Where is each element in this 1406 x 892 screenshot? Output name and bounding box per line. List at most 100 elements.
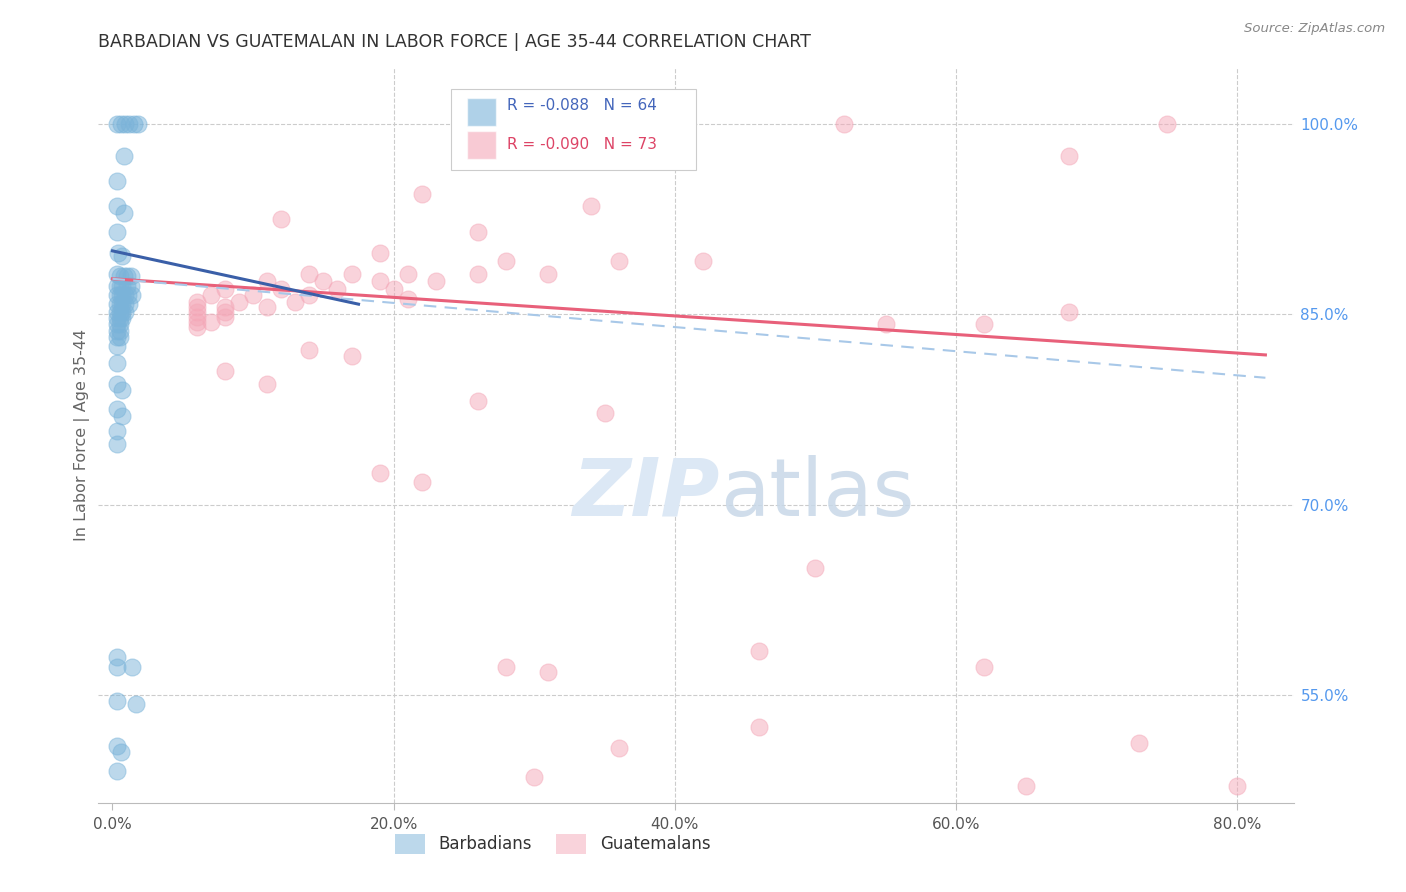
Point: [114, 288, 136, 302]
Point: [973, 318, 995, 332]
Point: [396, 292, 419, 306]
Y-axis label: In Labor Force | Age 35-44: In Labor Force | Age 35-44: [75, 329, 90, 541]
Point: [1128, 736, 1150, 750]
Point: [108, 330, 131, 344]
Point: [105, 764, 128, 778]
Point: [112, 149, 135, 163]
Text: R = -0.090   N = 73: R = -0.090 N = 73: [508, 136, 657, 152]
Text: BARBADIAN VS GUATEMALAN IN LABOR FORCE | AGE 35-44 CORRELATION CHART: BARBADIAN VS GUATEMALAN IN LABOR FORCE |…: [98, 34, 811, 52]
Point: [607, 254, 630, 268]
Point: [396, 267, 419, 281]
Point: [111, 249, 134, 263]
Point: [270, 212, 292, 227]
Point: [256, 300, 278, 314]
Point: [186, 315, 208, 329]
Point: [425, 274, 447, 288]
Point: [122, 117, 145, 131]
Point: [112, 206, 135, 220]
Point: [105, 225, 128, 239]
Point: [270, 282, 292, 296]
Legend: Barbadians, Guatemalans: Barbadians, Guatemalans: [388, 827, 717, 861]
Point: [411, 475, 433, 489]
Point: [214, 364, 236, 378]
Point: [105, 330, 128, 344]
Point: [537, 665, 560, 679]
Point: [200, 288, 222, 302]
Point: [875, 318, 897, 332]
Point: [973, 660, 995, 674]
Point: [636, 117, 658, 131]
Point: [1057, 305, 1080, 319]
Point: [340, 267, 363, 281]
Point: [368, 274, 391, 288]
Point: [114, 305, 136, 319]
Point: [105, 279, 128, 293]
Point: [105, 297, 128, 311]
Point: [127, 117, 149, 131]
Point: [118, 117, 141, 131]
Text: Source: ZipAtlas.com: Source: ZipAtlas.com: [1244, 22, 1385, 36]
Point: [105, 377, 128, 392]
Point: [105, 660, 128, 674]
Point: [120, 269, 142, 284]
Point: [107, 246, 129, 260]
Point: [114, 117, 136, 131]
Point: [108, 305, 131, 319]
Point: [579, 199, 602, 213]
Point: [112, 269, 135, 284]
Point: [214, 305, 236, 319]
Point: [692, 254, 714, 268]
Point: [105, 318, 128, 332]
Point: [214, 310, 236, 324]
Point: [111, 311, 134, 326]
Point: [105, 355, 128, 369]
Point: [298, 288, 321, 302]
Point: [110, 117, 132, 131]
Point: [1156, 117, 1178, 131]
Point: [111, 288, 134, 302]
Point: [284, 294, 307, 309]
Point: [108, 311, 131, 326]
Point: [108, 288, 131, 302]
Point: [411, 186, 433, 201]
FancyBboxPatch shape: [467, 131, 496, 159]
Point: [804, 561, 827, 575]
Point: [186, 300, 208, 314]
Point: [108, 269, 131, 284]
Point: [748, 720, 770, 734]
Text: R = -0.088   N = 64: R = -0.088 N = 64: [508, 98, 657, 113]
Point: [108, 297, 131, 311]
Point: [105, 339, 128, 353]
Point: [495, 254, 517, 268]
Point: [105, 267, 128, 281]
Point: [114, 297, 136, 311]
Point: [186, 320, 208, 334]
Point: [298, 267, 321, 281]
Point: [186, 310, 208, 324]
Point: [115, 269, 138, 284]
Point: [537, 267, 560, 281]
Point: [105, 694, 128, 708]
Point: [111, 384, 134, 398]
Point: [368, 246, 391, 260]
Point: [326, 282, 349, 296]
Point: [111, 297, 134, 311]
Point: [312, 274, 335, 288]
Point: [121, 288, 143, 302]
Point: [111, 279, 134, 293]
Point: [832, 117, 855, 131]
Point: [105, 436, 128, 450]
Point: [593, 406, 616, 420]
Point: [125, 697, 148, 711]
Point: [105, 311, 128, 326]
Point: [105, 199, 128, 213]
Point: [1226, 780, 1249, 794]
Point: [467, 267, 489, 281]
Point: [748, 643, 770, 657]
Point: [120, 279, 142, 293]
Point: [340, 349, 363, 363]
Point: [200, 315, 222, 329]
Point: [1015, 780, 1038, 794]
Point: [186, 305, 208, 319]
Point: [108, 324, 131, 338]
